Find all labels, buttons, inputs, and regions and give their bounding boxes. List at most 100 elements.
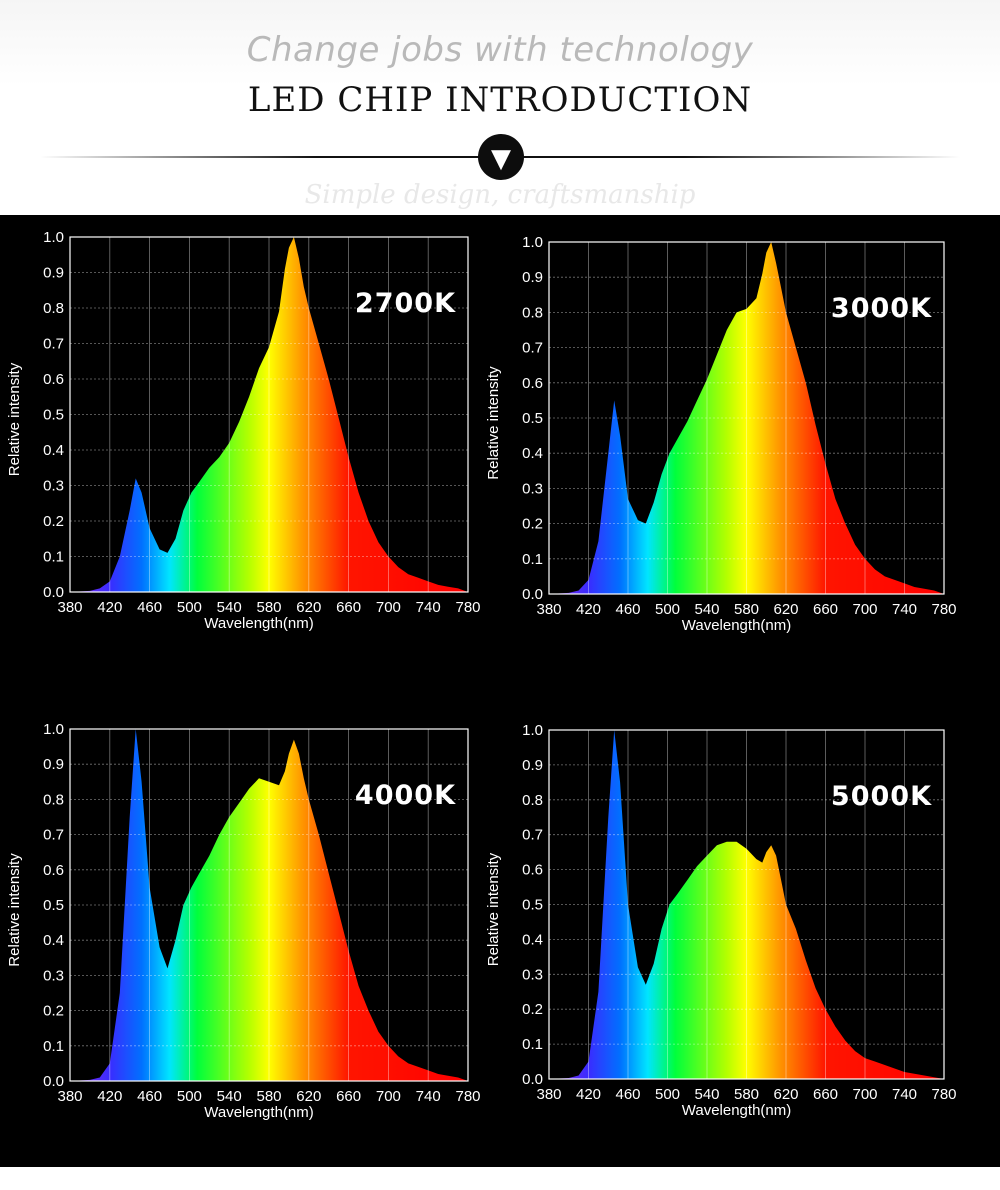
x-tick-label: 660: [813, 601, 838, 618]
y-tick-label: 0.7: [43, 827, 64, 844]
x-tick-label: 620: [773, 1086, 798, 1103]
y-tick-label: 0.9: [522, 269, 543, 286]
x-tick-label: 460: [137, 1088, 162, 1105]
plot-frame: [548, 241, 945, 595]
x-tick-label: 460: [137, 599, 162, 616]
header-banner: Change jobs with technology LED CHIP INT…: [0, 0, 1000, 215]
x-tick-label: 540: [217, 599, 242, 616]
y-tick-label: 0.4: [43, 932, 64, 949]
y-tick-label: 0.2: [43, 513, 64, 530]
spectrum-panel: 380 420 460 500 540 580 620 660 700 740 780 0.0 0.1 0…: [0, 215, 1000, 1167]
x-tick-label: 620: [296, 599, 321, 616]
x-tick-label: 500: [655, 1086, 680, 1103]
y-tick-label: 0.3: [43, 967, 64, 984]
x-tick-label: 460: [615, 601, 640, 618]
subtagline: Simple design, craftsmanship: [304, 180, 696, 210]
plot-frame: [69, 728, 469, 1082]
y-tick-label: 0.0: [43, 584, 64, 601]
y-tick-label: 0.5: [522, 897, 543, 914]
y-axis-label: Relative intensity: [6, 362, 23, 476]
y-tick-label: 0.2: [43, 1003, 64, 1020]
y-tick-label: 0.7: [522, 827, 543, 844]
x-axis-label: Wavelength(nm): [682, 1102, 791, 1119]
x-tick-label: 780: [455, 1088, 480, 1105]
x-tick-label: 380: [536, 601, 561, 618]
plot-frame: [548, 729, 945, 1080]
y-axis-label: Relative intensity: [6, 853, 23, 967]
x-tick-label: 580: [256, 1088, 281, 1105]
y-tick-label: 0.4: [43, 442, 64, 459]
x-axis-label: Wavelength(nm): [204, 1104, 313, 1121]
x-tick-label: 660: [336, 599, 361, 616]
y-tick-label: 0.5: [43, 897, 64, 914]
y-tick-label: 0.8: [522, 304, 543, 321]
x-tick-label: 460: [615, 1086, 640, 1103]
x-tick-label: 580: [734, 1086, 759, 1103]
y-tick-label: 1.0: [522, 234, 543, 251]
y-tick-label: 0.4: [522, 931, 543, 948]
spectrum-charts: 380 420 460 500 540 580 620 660 700 740 780 0.0 0.1 0…: [6, 229, 957, 1121]
y-tick-label: 1.0: [522, 722, 543, 739]
x-axis-label: Wavelength(nm): [204, 615, 313, 632]
spectrum-area: [549, 730, 944, 1079]
y-tick-label: 0.4: [522, 445, 543, 462]
color-temperature-label: 5000K: [831, 781, 932, 812]
y-tick-label: 0.2: [522, 1001, 543, 1018]
y-tick-label: 0.8: [522, 792, 543, 809]
y-tick-label: 0.3: [43, 478, 64, 495]
y-tick-label: 0.0: [522, 1071, 543, 1088]
x-tick-label: 500: [655, 601, 680, 618]
x-tick-label: 740: [892, 1086, 917, 1103]
y-tick-label: 0.3: [522, 966, 543, 983]
page-title: LED CHIP INTRODUCTION: [247, 80, 753, 120]
y-tick-label: 0.2: [522, 516, 543, 533]
y-tick-label: 0.0: [43, 1073, 64, 1090]
x-tick-label: 540: [694, 1086, 719, 1103]
y-tick-label: 0.6: [43, 371, 64, 388]
x-axis-label: Wavelength(nm): [682, 617, 791, 634]
chevron-down-icon: ▼: [478, 134, 524, 180]
x-tick-label: 580: [256, 599, 281, 616]
color-temperature-label: 4000K: [355, 780, 456, 811]
spectrum-area: [70, 729, 468, 1081]
x-tick-label: 500: [177, 599, 202, 616]
y-tick-label: 1.0: [43, 229, 64, 246]
x-tick-label: 500: [177, 1088, 202, 1105]
x-tick-label: 420: [576, 601, 601, 618]
y-tick-label: 0.1: [522, 551, 543, 568]
color-temperature-label: 2700K: [355, 288, 456, 319]
y-tick-label: 0.6: [522, 862, 543, 879]
y-tick-label: 0.6: [43, 862, 64, 879]
y-axis-label: Relative intensity: [485, 852, 502, 966]
y-tick-label: 0.6: [522, 375, 543, 392]
x-tick-label: 580: [734, 601, 759, 618]
x-tick-label: 380: [57, 1088, 82, 1105]
spectrum-area: [549, 242, 944, 594]
y-tick-label: 0.9: [43, 756, 64, 773]
x-tick-label: 420: [97, 1088, 122, 1105]
y-tick-label: 0.1: [522, 1036, 543, 1053]
x-tick-label: 700: [852, 1086, 877, 1103]
y-tick-label: 0.0: [522, 586, 543, 603]
y-tick-label: 0.5: [43, 407, 64, 424]
x-tick-label: 740: [416, 1088, 441, 1105]
x-tick-label: 700: [376, 599, 401, 616]
y-tick-label: 0.1: [43, 549, 64, 566]
x-tick-label: 780: [455, 599, 480, 616]
y-tick-label: 0.5: [522, 410, 543, 427]
x-tick-label: 540: [217, 1088, 242, 1105]
y-tick-label: 0.7: [522, 340, 543, 357]
x-tick-label: 380: [57, 599, 82, 616]
x-tick-label: 660: [813, 1086, 838, 1103]
y-tick-label: 0.9: [43, 265, 64, 282]
tagline: Change jobs with technology: [246, 30, 754, 70]
x-tick-label: 420: [97, 599, 122, 616]
y-tick-label: 0.8: [43, 791, 64, 808]
y-tick-label: 0.9: [522, 757, 543, 774]
x-tick-label: 420: [576, 1086, 601, 1103]
x-tick-label: 700: [852, 601, 877, 618]
x-tick-label: 700: [376, 1088, 401, 1105]
y-tick-label: 1.0: [43, 721, 64, 738]
x-tick-label: 540: [694, 601, 719, 618]
y-tick-label: 0.8: [43, 300, 64, 317]
